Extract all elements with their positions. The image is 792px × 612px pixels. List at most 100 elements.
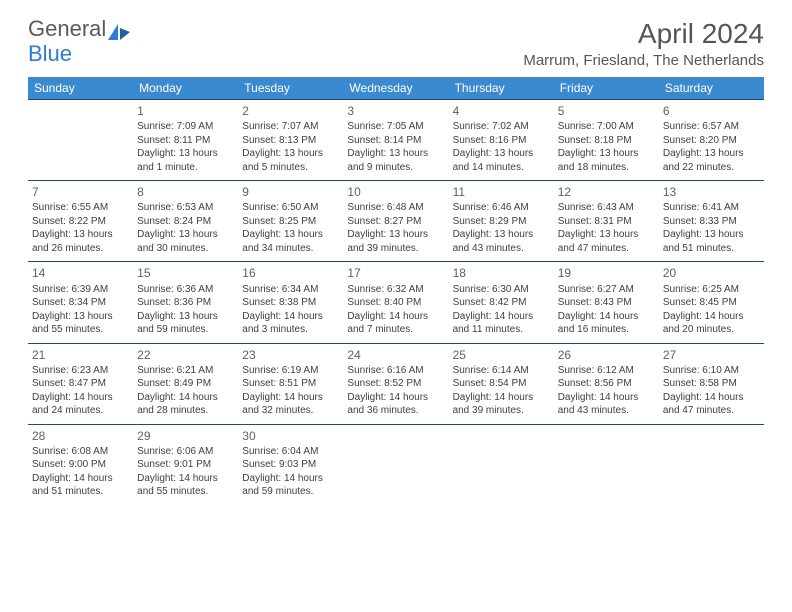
- sunrise-line: Sunrise: 6:48 AM: [347, 201, 444, 215]
- sunrise-line: Sunrise: 6:36 AM: [137, 283, 234, 297]
- day-number: 20: [663, 265, 760, 281]
- sunrise-line: Sunrise: 7:00 AM: [558, 120, 655, 134]
- sunset-line: Sunset: 8:56 PM: [558, 377, 655, 391]
- daylight-line: Daylight: 14 hours and 43 minutes.: [558, 391, 655, 418]
- day-cell: 4Sunrise: 7:02 AMSunset: 8:16 PMDaylight…: [449, 100, 554, 181]
- day-cell: 12Sunrise: 6:43 AMSunset: 8:31 PMDayligh…: [554, 181, 659, 262]
- daylight-line: Daylight: 14 hours and 32 minutes.: [242, 391, 339, 418]
- day-cell: 26Sunrise: 6:12 AMSunset: 8:56 PMDayligh…: [554, 343, 659, 424]
- day-cell: 8Sunrise: 6:53 AMSunset: 8:24 PMDaylight…: [133, 181, 238, 262]
- sunset-line: Sunset: 8:42 PM: [453, 296, 550, 310]
- day-cell: 11Sunrise: 6:46 AMSunset: 8:29 PMDayligh…: [449, 181, 554, 262]
- daylight-line: Daylight: 13 hours and 43 minutes.: [453, 228, 550, 255]
- day-number: 14: [32, 265, 129, 281]
- day-cell: 1Sunrise: 7:09 AMSunset: 8:11 PMDaylight…: [133, 100, 238, 181]
- day-cell: 20Sunrise: 6:25 AMSunset: 8:45 PMDayligh…: [659, 262, 764, 343]
- sunrise-line: Sunrise: 6:30 AM: [453, 283, 550, 297]
- daylight-line: Daylight: 13 hours and 26 minutes.: [32, 228, 129, 255]
- sunrise-line: Sunrise: 6:57 AM: [663, 120, 760, 134]
- sunset-line: Sunset: 8:40 PM: [347, 296, 444, 310]
- daylight-line: Daylight: 13 hours and 55 minutes.: [32, 310, 129, 337]
- day-number: 15: [137, 265, 234, 281]
- daylight-line: Daylight: 13 hours and 9 minutes.: [347, 147, 444, 174]
- daylight-line: Daylight: 14 hours and 3 minutes.: [242, 310, 339, 337]
- day-cell: 15 Sunrise: 6:36 AMSunset: 8:36 PMDayligh…: [133, 262, 238, 343]
- sunrise-line: Sunrise: 6:06 AM: [137, 445, 234, 459]
- daylight-line: Daylight: 13 hours and 34 minutes.: [242, 228, 339, 255]
- sunrise-line: Sunrise: 6:16 AM: [347, 364, 444, 378]
- daylight-line: Daylight: 13 hours and 39 minutes.: [347, 228, 444, 255]
- sunset-line: Sunset: 8:36 PM: [137, 296, 234, 310]
- day-cell: [28, 100, 133, 181]
- sunset-line: Sunset: 8:43 PM: [558, 296, 655, 310]
- weekday-header: Thursday: [449, 77, 554, 100]
- day-cell: 9Sunrise: 6:50 AMSunset: 8:25 PMDaylight…: [238, 181, 343, 262]
- month-title: April 2024: [523, 18, 764, 50]
- day-number: 27: [663, 347, 760, 363]
- day-number: 12: [558, 184, 655, 200]
- day-number: 13: [663, 184, 760, 200]
- header: General Blue April 2024 Marrum, Frieslan…: [28, 18, 764, 69]
- sunset-line: Sunset: 8:38 PM: [242, 296, 339, 310]
- sunset-line: Sunset: 8:27 PM: [347, 215, 444, 229]
- sunrise-line: Sunrise: 6:46 AM: [453, 201, 550, 215]
- sunset-line: Sunset: 8:47 PM: [32, 377, 129, 391]
- sunrise-line: Sunrise: 6:08 AM: [32, 445, 129, 459]
- daylight-line: Daylight: 13 hours and 59 minutes.: [137, 310, 234, 337]
- day-number: 24: [347, 347, 444, 363]
- day-cell: 18Sunrise: 6:30 AMSunset: 8:42 PMDayligh…: [449, 262, 554, 343]
- sunrise-line: Sunrise: 6:23 AM: [32, 364, 129, 378]
- day-cell: 23Sunrise: 6:19 AMSunset: 8:51 PMDayligh…: [238, 343, 343, 424]
- day-number: 19: [558, 265, 655, 281]
- day-cell: 16Sunrise: 6:34 AMSunset: 8:38 PMDayligh…: [238, 262, 343, 343]
- day-number: 30: [242, 428, 339, 444]
- weekday-header: Saturday: [659, 77, 764, 100]
- title-block: April 2024 Marrum, Friesland, The Nether…: [523, 18, 764, 69]
- day-number: 23: [242, 347, 339, 363]
- day-cell: 24Sunrise: 6:16 AMSunset: 8:52 PMDayligh…: [343, 343, 448, 424]
- day-number: 25: [453, 347, 550, 363]
- day-number: 17: [347, 265, 444, 281]
- sunset-line: Sunset: 9:03 PM: [242, 458, 339, 472]
- weekday-header: Sunday: [28, 77, 133, 100]
- sunrise-line: Sunrise: 6:41 AM: [663, 201, 760, 215]
- sunrise-line: Sunrise: 6:04 AM: [242, 445, 339, 459]
- day-cell: 25Sunrise: 6:14 AMSunset: 8:54 PMDayligh…: [449, 343, 554, 424]
- daylight-line: Daylight: 14 hours and 59 minutes.: [242, 472, 339, 499]
- calendar-head: SundayMondayTuesdayWednesdayThursdayFrid…: [28, 77, 764, 100]
- week-row: 14Sunrise: 6:39 AMSunset: 8:34 PMDayligh…: [28, 262, 764, 343]
- sunrise-line: Sunrise: 6:32 AM: [347, 283, 444, 297]
- day-number: 2: [242, 103, 339, 119]
- sunrise-line: Sunrise: 7:02 AM: [453, 120, 550, 134]
- week-row: 1Sunrise: 7:09 AMSunset: 8:11 PMDaylight…: [28, 100, 764, 181]
- day-number: 6: [663, 103, 760, 119]
- sunrise-line: Sunrise: 6:53 AM: [137, 201, 234, 215]
- logo-sail-icon: [108, 24, 130, 40]
- day-number: 9: [242, 184, 339, 200]
- sunset-line: Sunset: 8:31 PM: [558, 215, 655, 229]
- day-number: 16: [242, 265, 339, 281]
- sunset-line: Sunset: 8:49 PM: [137, 377, 234, 391]
- day-cell: 22Sunrise: 6:21 AMSunset: 8:49 PMDayligh…: [133, 343, 238, 424]
- daylight-line: Daylight: 14 hours and 7 minutes.: [347, 310, 444, 337]
- day-number: 26: [558, 347, 655, 363]
- sunrise-line: Sunrise: 6:55 AM: [32, 201, 129, 215]
- day-number: 7: [32, 184, 129, 200]
- sunset-line: Sunset: 8:24 PM: [137, 215, 234, 229]
- daylight-line: Daylight: 13 hours and 47 minutes.: [558, 228, 655, 255]
- calendar-table: SundayMondayTuesdayWednesdayThursdayFrid…: [28, 77, 764, 505]
- week-row: 7Sunrise: 6:55 AMSunset: 8:22 PMDaylight…: [28, 181, 764, 262]
- daylight-line: Daylight: 14 hours and 16 minutes.: [558, 310, 655, 337]
- sunrise-line: Sunrise: 6:21 AM: [137, 364, 234, 378]
- daylight-line: Daylight: 14 hours and 28 minutes.: [137, 391, 234, 418]
- day-number: 5: [558, 103, 655, 119]
- day-number: 10: [347, 184, 444, 200]
- weekday-row: SundayMondayTuesdayWednesdayThursdayFrid…: [28, 77, 764, 100]
- daylight-line: Daylight: 14 hours and 11 minutes.: [453, 310, 550, 337]
- day-cell: 5Sunrise: 7:00 AMSunset: 8:18 PMDaylight…: [554, 100, 659, 181]
- calendar-body: 1Sunrise: 7:09 AMSunset: 8:11 PMDaylight…: [28, 100, 764, 505]
- sunset-line: Sunset: 8:22 PM: [32, 215, 129, 229]
- daylight-line: Daylight: 14 hours and 24 minutes.: [32, 391, 129, 418]
- sunset-line: Sunset: 8:58 PM: [663, 377, 760, 391]
- daylight-line: Daylight: 13 hours and 51 minutes.: [663, 228, 760, 255]
